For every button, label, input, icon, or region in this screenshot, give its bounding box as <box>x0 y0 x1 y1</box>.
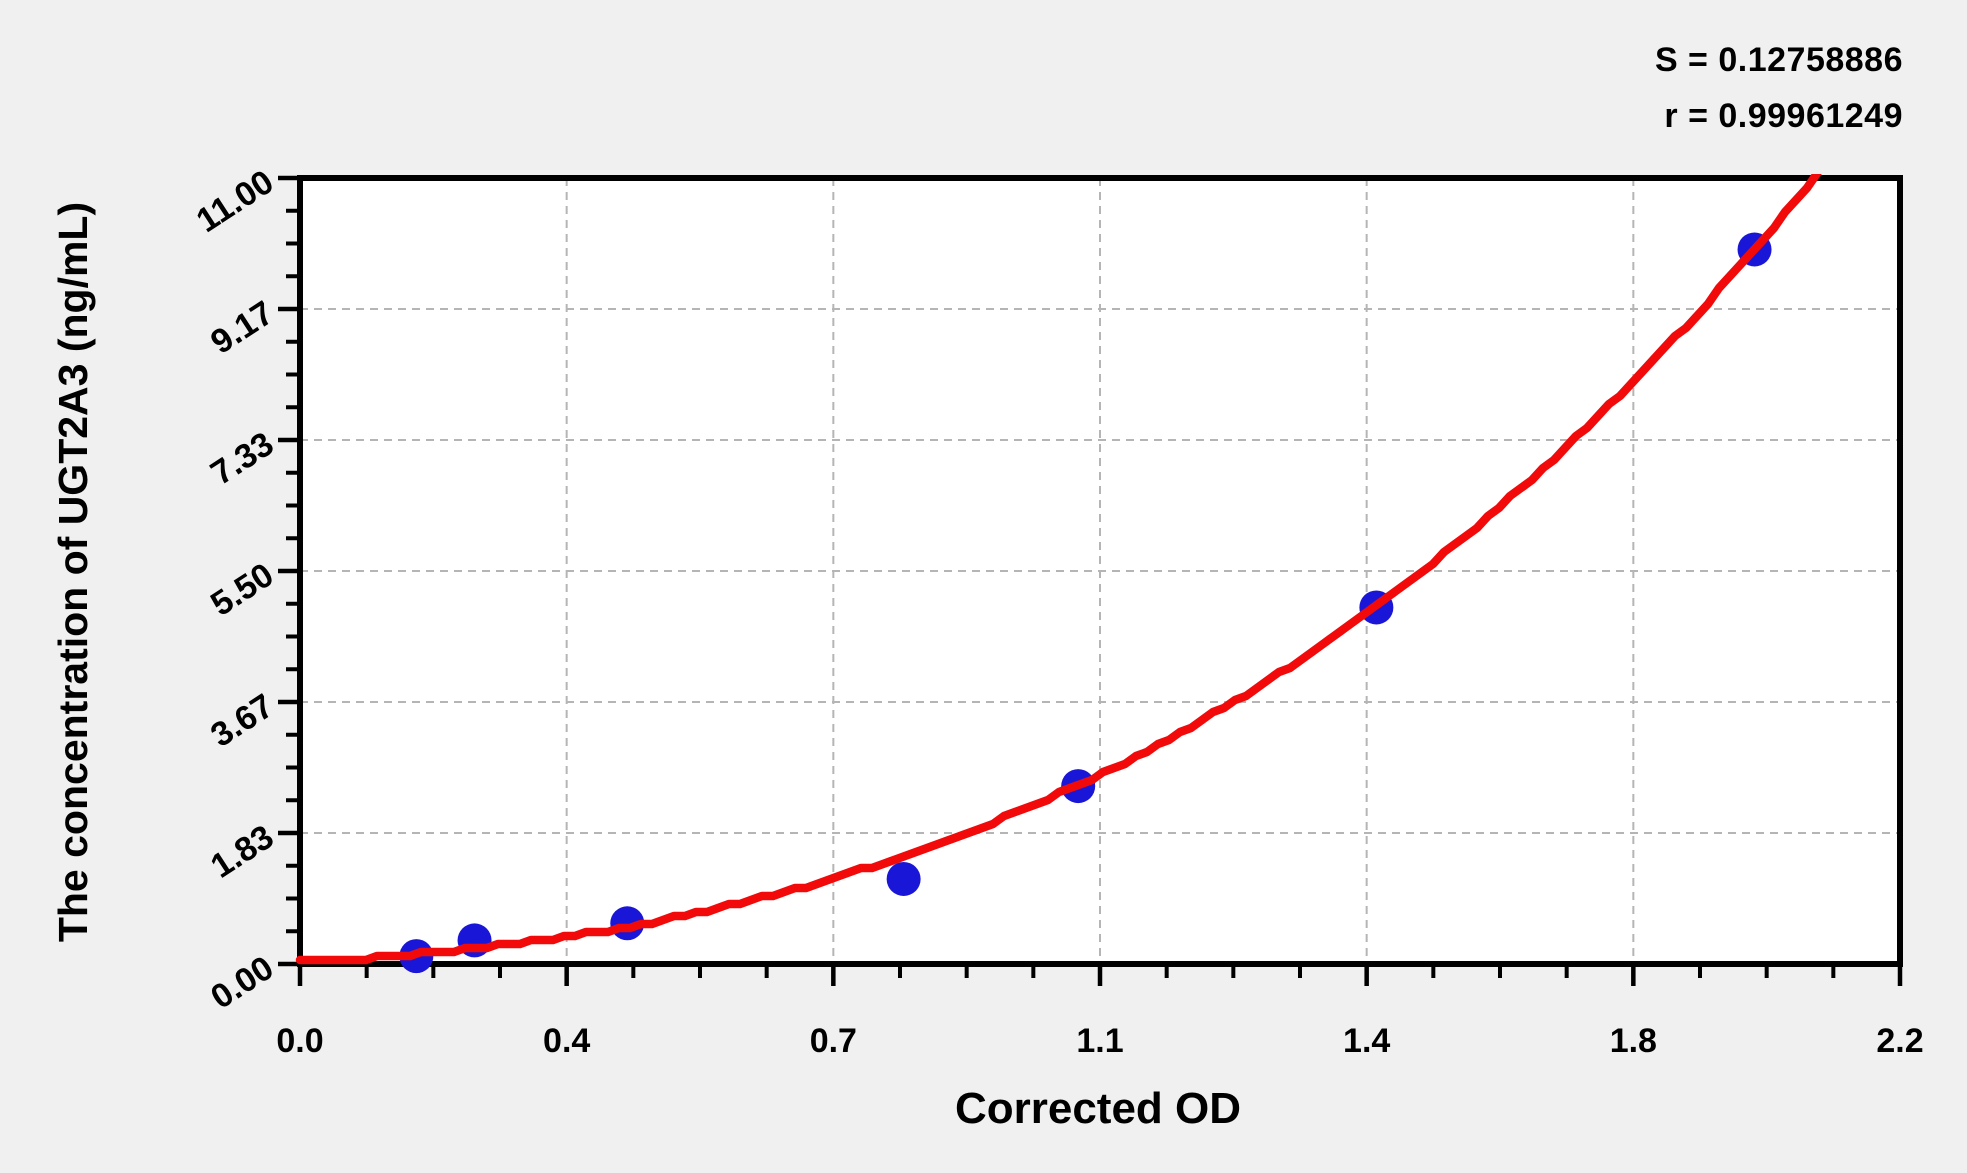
y-tick-label: 3.67 <box>204 687 280 755</box>
x-tick-label: 0.4 <box>543 1022 590 1060</box>
y-tick-label: 9.17 <box>204 294 280 362</box>
x-axis-title: Corrected OD <box>954 1084 1242 1133</box>
data-point <box>886 861 921 896</box>
y-tick-label: 1.83 <box>204 818 280 886</box>
stat-s-value: S = 0.12758886 <box>1654 41 1903 79</box>
y-tick-label: 7.33 <box>204 425 280 493</box>
fit-statistics: S = 0.12758886 r = 0.99961249 <box>1655 32 1903 144</box>
y-tick-label: 5.50 <box>204 556 280 624</box>
fit-curve <box>295 174 1822 965</box>
y-tick-label: 0.00 <box>204 949 280 1017</box>
x-tick-label: 1.4 <box>1343 1022 1390 1060</box>
x-tick-label: 1.1 <box>1076 1022 1123 1060</box>
x-tick-label: 0.7 <box>810 1022 857 1060</box>
y-axis-title: The concentration of UGT2A3 (ng/mL) <box>50 201 96 943</box>
y-tick-label: 11.00 <box>190 163 280 240</box>
x-tick-label: 2.2 <box>1876 1022 1923 1060</box>
stat-r-value: r = 0.99961249 <box>1664 97 1903 135</box>
x-tick-label: 0.0 <box>276 1022 323 1060</box>
x-tick-label: 1.8 <box>1610 1022 1657 1060</box>
